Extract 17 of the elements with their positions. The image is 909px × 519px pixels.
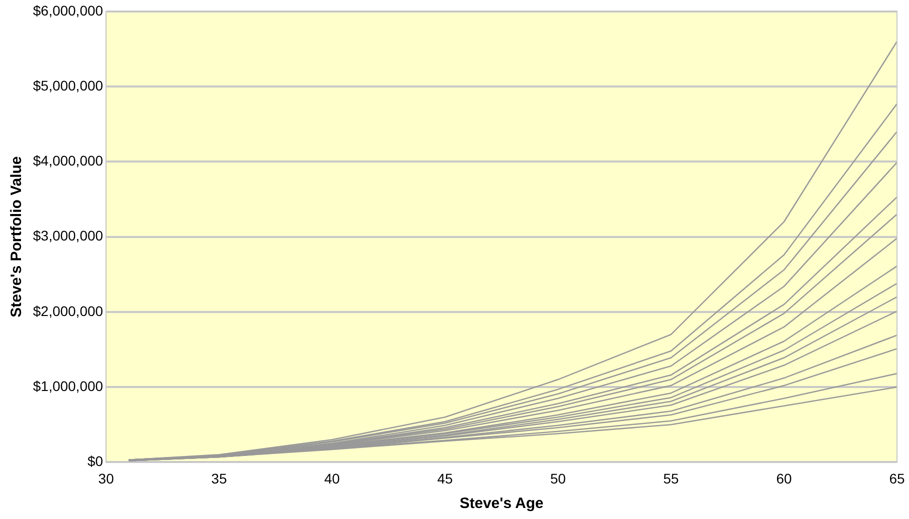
y-axis-title: Steve's Portfolio Value (8, 156, 26, 318)
x-tick-label: 65 (889, 470, 905, 486)
y-tick-label: $0 (87, 453, 104, 470)
x-tick-label: 60 (776, 470, 792, 486)
x-axis-title: Steve's Age (460, 495, 544, 512)
y-tick-label: $1,000,000 (32, 378, 104, 394)
y-tick-label: $6,000,000 (32, 2, 104, 18)
y-tick-label: $2,000,000 (32, 302, 104, 319)
y-tick-label: $3,000,000 (32, 228, 104, 244)
x-tick-label: 40 (324, 470, 340, 486)
x-tick-label: 30 (98, 470, 114, 486)
y-tick-label: $4,000,000 (32, 152, 104, 169)
y-tick-label: $5,000,000 (32, 77, 104, 94)
x-tick-label: 35 (211, 470, 228, 486)
x-tick-label: 50 (550, 470, 566, 486)
x-tick-label: 55 (663, 470, 680, 486)
x-tick-label: 45 (437, 470, 454, 486)
